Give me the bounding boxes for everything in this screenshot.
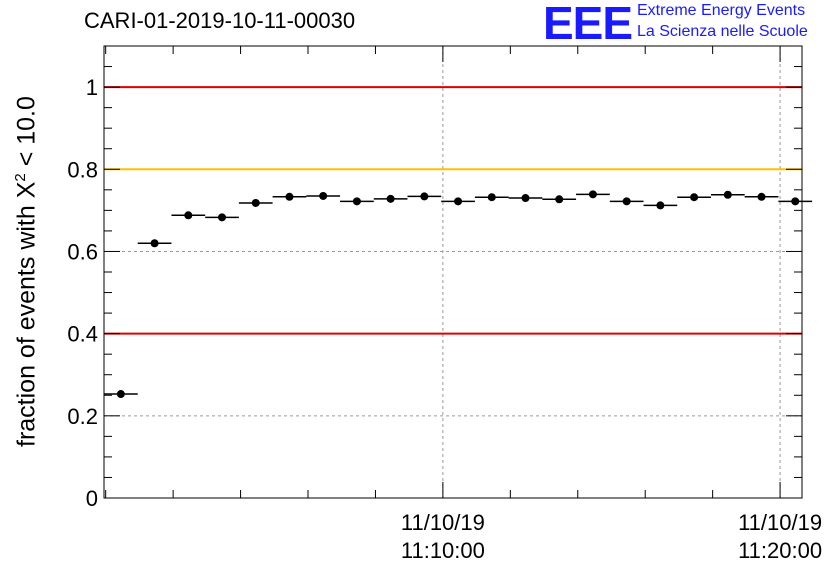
data-point [386,194,395,203]
y-tick-label: 0.2 [67,404,98,429]
data-point [285,192,294,201]
data-point [521,194,530,203]
data-points [104,190,813,399]
x-tick-label-time: 11:10:00 [401,538,485,563]
data-point [116,390,125,399]
data-point [184,211,193,220]
logo-line-1: Extreme Energy Events [637,2,806,19]
reference-lines [104,86,802,335]
data-point [622,197,631,206]
y-tick-label: 0.6 [67,239,98,264]
data-point [588,190,597,199]
chart-title: CARI-01-2019-10-11-00030 [84,8,356,33]
plot-frame [103,45,803,499]
ticks: 0 0.2 0.4 0.6 0.8 1 11/10/19 11:10:00 11/10/19 11… [67,46,822,563]
axes [103,45,803,499]
data-point [656,201,665,210]
grid-lines [104,46,802,498]
data-point [420,192,429,201]
data-point [757,192,766,201]
data-point [352,197,361,206]
data-point [690,193,699,202]
y-tick-label: 0.8 [67,157,98,182]
y-tick-label: 0.4 [67,322,98,347]
data-point [723,190,732,199]
data-point [555,195,564,204]
eee-logo: EEE [543,0,633,49]
data-point [150,239,159,248]
data-point [454,197,463,206]
data-point [487,193,496,202]
y-tick-label: 1 [86,75,98,100]
y-tick-label: 0 [86,486,98,511]
x-tick-label-date: 11/10/19 [738,510,822,535]
data-point [791,197,800,206]
x-tick-label-date: 11/10/19 [401,510,485,535]
data-point [251,198,260,207]
data-point [319,191,328,200]
data-point [218,213,227,222]
logo-line-2: La Scienza nelle Scuole [637,23,808,40]
x-tick-label-time: 11:20:00 [738,538,822,563]
